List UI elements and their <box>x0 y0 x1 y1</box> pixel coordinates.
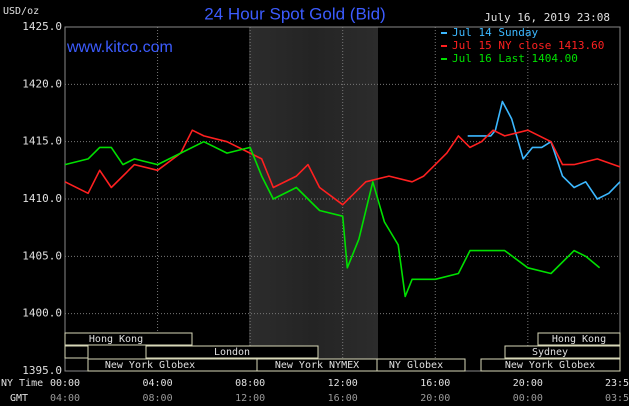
nymex-shade <box>249 27 378 371</box>
x-tick-label: 00:00 <box>50 378 80 389</box>
y-axis-label: USD/oz <box>3 6 39 17</box>
session-box <box>145 345 319 359</box>
session-box <box>64 332 193 346</box>
y-tick-label: 1415.0 <box>22 135 62 148</box>
session-box <box>64 345 89 359</box>
sessions: Hong Kong London New York Globex New Yor… <box>64 332 621 372</box>
y-tick-label: 1425.0 <box>22 20 62 33</box>
x2-tick-label: 20:00 <box>420 393 450 404</box>
source-url: www.kitco.com <box>66 39 173 56</box>
x-tick-label: 04:00 <box>143 378 173 389</box>
x-axis-label: NY Time <box>1 378 43 389</box>
x2-tick-label: 04:00 <box>50 393 80 404</box>
session-label: Sydney <box>532 347 568 358</box>
y-tick-label: 1400.0 <box>22 307 62 320</box>
x-tick-label: 16:00 <box>420 378 450 389</box>
y-tick-label: 1420.0 <box>22 77 62 90</box>
legend-label: Jul 16 Last 1404.00 <box>452 52 578 65</box>
session-box <box>504 345 621 359</box>
x-tick-label: 08:00 <box>235 378 265 389</box>
session-label: London <box>214 347 250 358</box>
session-box <box>537 332 621 346</box>
session-label: New York Globex <box>505 360 595 371</box>
x2-tick-label: 00:00 <box>513 393 543 404</box>
y-tick-label: 1405.0 <box>22 249 62 262</box>
y-tick-label: 1395.0 <box>22 364 62 377</box>
session-label: NY Globex <box>389 360 443 371</box>
x2-axis-label: GMT <box>10 393 28 404</box>
session-label: Hong Kong <box>89 334 143 345</box>
x-tick-label: 23:59 <box>605 378 629 389</box>
series-line <box>467 100 621 200</box>
series-lines <box>64 100 621 298</box>
legend-label: Jul 14 Sunday <box>452 26 538 39</box>
series-line <box>64 140 601 298</box>
x-tick-label: 12:00 <box>328 378 358 389</box>
chart-title: 24 Hour Spot Gold (Bid) <box>204 4 385 23</box>
x2-tick-label: 16:00 <box>328 393 358 404</box>
x2-tick-label: 03:59 <box>605 393 629 404</box>
session-label: Hong Kong <box>552 334 606 345</box>
legend-label: Jul 15 NY close 1413.60 <box>452 39 604 52</box>
x2-tick-label: 08:00 <box>143 393 173 404</box>
session-label: New York Globex <box>105 360 195 371</box>
session-box <box>480 358 621 372</box>
session-box <box>376 358 466 372</box>
series-line <box>64 129 621 206</box>
x2-tick-label: 12:00 <box>235 393 265 404</box>
session-label: New York NYMEX <box>275 360 359 371</box>
timestamp: July 16, 2019 23:08 <box>484 11 610 24</box>
y-tick-label: 1410.0 <box>22 192 62 205</box>
x-tick-label: 20:00 <box>513 378 543 389</box>
